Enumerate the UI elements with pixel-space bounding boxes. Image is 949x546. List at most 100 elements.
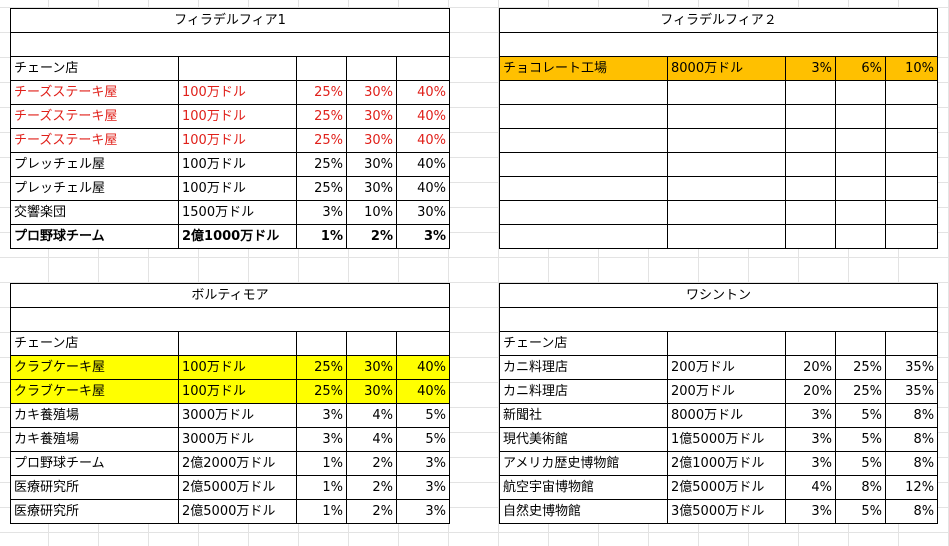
store-name-cell[interactable]: プロ野球チーム xyxy=(10,451,179,476)
pct1-cell[interactable]: 3% xyxy=(296,200,347,225)
cost-cell[interactable]: 3000万ドル xyxy=(178,403,297,428)
header-chain-store[interactable]: チェーン店 xyxy=(10,56,179,81)
pct2-cell[interactable]: 2% xyxy=(346,475,397,500)
pct2-cell[interactable]: 6% xyxy=(835,56,886,81)
pct2-cell[interactable]: 5% xyxy=(835,403,886,428)
pct3-cell[interactable]: 5% xyxy=(395,403,451,428)
pct2-cell[interactable]: 5% xyxy=(835,427,886,452)
pct1-cell[interactable] xyxy=(785,152,836,177)
cost-cell[interactable]: 100万ドル xyxy=(178,80,297,105)
block-title[interactable]: フィラデルフィア1 xyxy=(9,8,451,33)
store-name-cell[interactable]: 新聞社 xyxy=(499,403,668,428)
cost-cell[interactable]: 2億5000万ドル xyxy=(178,499,297,524)
pct3-cell[interactable]: 40% xyxy=(395,152,451,177)
cost-cell[interactable]: 100万ドル xyxy=(178,379,297,404)
pct2-cell[interactable]: 2% xyxy=(346,451,397,476)
pct1-cell[interactable] xyxy=(785,224,836,249)
pct2-cell[interactable] xyxy=(835,224,886,249)
pct2-cell[interactable] xyxy=(835,176,886,201)
store-name-cell[interactable]: 自然史博物館 xyxy=(499,499,668,524)
pct2-cell[interactable]: 30% xyxy=(346,152,397,177)
pct3-cell[interactable]: 40% xyxy=(395,379,451,404)
pct1-cell[interactable]: 3% xyxy=(785,451,836,476)
store-name-cell[interactable]: アメリカ歴史博物館 xyxy=(499,451,668,476)
pct2-cell[interactable]: 30% xyxy=(346,104,397,129)
pct1-cell[interactable]: 1% xyxy=(296,475,347,500)
pct1-cell[interactable]: 1% xyxy=(296,499,347,524)
store-name-cell[interactable]: 航空宇宙博物館 xyxy=(499,475,668,500)
pct2-cell[interactable]: 8% xyxy=(835,475,886,500)
block-title[interactable]: フィラデルフィア２ xyxy=(498,8,939,33)
pct2-cell[interactable]: 5% xyxy=(835,499,886,524)
pct2-cell[interactable] xyxy=(835,152,886,177)
header-cell[interactable] xyxy=(395,56,451,81)
pct1-cell[interactable]: 3% xyxy=(785,499,836,524)
pct1-cell[interactable]: 25% xyxy=(296,355,347,380)
pct1-cell[interactable] xyxy=(785,176,836,201)
block-title[interactable]: ボルティモア xyxy=(9,283,451,308)
cost-cell[interactable] xyxy=(667,224,786,249)
blank-cell[interactable] xyxy=(498,307,939,332)
store-name-cell[interactable]: 医療研究所 xyxy=(10,475,179,500)
pct1-cell[interactable]: 20% xyxy=(785,379,836,404)
cost-cell[interactable] xyxy=(667,128,786,153)
pct3-cell[interactable]: 10% xyxy=(884,56,939,81)
pct1-cell[interactable]: 3% xyxy=(785,427,836,452)
pct3-cell[interactable] xyxy=(884,80,939,105)
pct1-cell[interactable]: 4% xyxy=(785,475,836,500)
blank-cell[interactable] xyxy=(9,32,451,57)
cost-cell[interactable]: 2億5000万ドル xyxy=(667,475,786,500)
pct3-cell[interactable]: 40% xyxy=(395,176,451,201)
pct2-cell[interactable]: 25% xyxy=(835,379,886,404)
pct3-cell[interactable] xyxy=(884,200,939,225)
store-name-cell[interactable] xyxy=(499,80,668,105)
cost-cell[interactable]: 100万ドル xyxy=(178,104,297,129)
store-name-cell[interactable]: カキ養殖場 xyxy=(10,427,179,452)
pct2-cell[interactable]: 30% xyxy=(346,176,397,201)
pct3-cell[interactable]: 40% xyxy=(395,80,451,105)
cost-cell[interactable]: 100万ドル xyxy=(178,152,297,177)
pct2-cell[interactable]: 2% xyxy=(346,224,397,249)
header-cell[interactable] xyxy=(667,331,786,356)
pct1-cell[interactable] xyxy=(785,104,836,129)
pct1-cell[interactable] xyxy=(785,80,836,105)
store-name-cell[interactable] xyxy=(499,176,668,201)
cost-cell[interactable] xyxy=(667,176,786,201)
store-name-cell[interactable]: 現代美術館 xyxy=(499,427,668,452)
cost-cell[interactable]: 1億5000万ドル xyxy=(667,427,786,452)
pct1-cell[interactable]: 3% xyxy=(296,403,347,428)
header-cell[interactable] xyxy=(835,331,886,356)
pct3-cell[interactable] xyxy=(884,104,939,129)
pct2-cell[interactable]: 4% xyxy=(346,427,397,452)
store-name-cell[interactable] xyxy=(499,128,668,153)
pct2-cell[interactable]: 30% xyxy=(346,128,397,153)
store-name-cell[interactable] xyxy=(499,152,668,177)
store-name-cell[interactable]: 交響楽団 xyxy=(10,200,179,225)
cost-cell[interactable]: 100万ドル xyxy=(178,355,297,380)
store-name-cell[interactable]: 医療研究所 xyxy=(10,499,179,524)
store-name-cell[interactable] xyxy=(499,224,668,249)
store-name-cell[interactable]: プレッチェル屋 xyxy=(10,152,179,177)
pct2-cell[interactable]: 30% xyxy=(346,355,397,380)
pct2-cell[interactable]: 5% xyxy=(835,451,886,476)
pct1-cell[interactable]: 25% xyxy=(296,104,347,129)
header-chain-store[interactable]: チェーン店 xyxy=(10,331,179,356)
pct3-cell[interactable]: 40% xyxy=(395,128,451,153)
pct1-cell[interactable]: 25% xyxy=(296,128,347,153)
cost-cell[interactable]: 200万ドル xyxy=(667,355,786,380)
pct2-cell[interactable]: 25% xyxy=(835,355,886,380)
pct3-cell[interactable]: 8% xyxy=(884,499,939,524)
pct1-cell[interactable]: 3% xyxy=(785,56,836,81)
header-cell[interactable] xyxy=(395,331,451,356)
pct3-cell[interactable]: 8% xyxy=(884,427,939,452)
pct3-cell[interactable]: 40% xyxy=(395,104,451,129)
header-cell[interactable] xyxy=(296,56,347,81)
pct2-cell[interactable] xyxy=(835,80,886,105)
header-cell[interactable] xyxy=(785,331,836,356)
pct3-cell[interactable] xyxy=(884,176,939,201)
block-title[interactable]: ワシントン xyxy=(498,283,939,308)
pct3-cell[interactable] xyxy=(884,152,939,177)
store-name-cell[interactable]: カニ料理店 xyxy=(499,355,668,380)
header-cell[interactable] xyxy=(346,56,397,81)
store-name-cell[interactable]: プレッチェル屋 xyxy=(10,176,179,201)
